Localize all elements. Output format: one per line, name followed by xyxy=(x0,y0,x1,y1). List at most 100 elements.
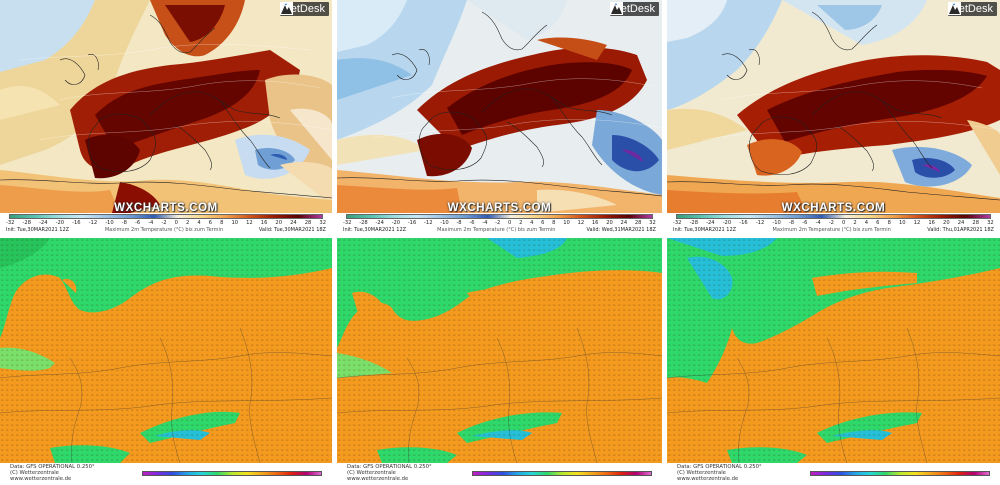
metdesk-logo-icon xyxy=(947,2,961,15)
colorbar-tick: -28 xyxy=(22,220,32,226)
colorbar-ticks: -32 -28 -24 -20 -16 -12 -10 -8 -6 -4 -2 0 2 4 6 8 10 12 16… xyxy=(673,220,994,226)
colorbar-tick: -32 xyxy=(343,220,352,226)
colorbar-tick: -10 xyxy=(440,220,449,226)
temperature-map-day-2: MetDesk WXCHARTS.COM -32 -28 -24 -20 -16 -12-… xyxy=(337,0,662,233)
colorbar-tick: -20 xyxy=(391,220,401,226)
init-time: Init: Tue,30MAR2021 12Z xyxy=(673,227,737,233)
wxcharts-watermark: WXCHARTS.COM xyxy=(114,202,218,214)
colorbar-tick: -28 xyxy=(359,220,368,226)
temperature-colorbar xyxy=(676,214,991,219)
colorbar-tick: 32 xyxy=(319,220,326,226)
colorbar-tick: 12 xyxy=(577,220,585,226)
grid-map-canvas xyxy=(337,238,662,463)
colorbar-tick: -16 xyxy=(72,220,81,226)
colorbar-tick: 16 xyxy=(260,220,268,226)
footer-copyright: (C) Wetterzentrale xyxy=(347,470,396,477)
colorbar-tick: 0 xyxy=(842,220,846,226)
wxcharts-watermark: WXCHARTS.COM xyxy=(447,202,552,214)
map-footer: Data: GFS OPERATIONAL 0.250° (C) Wetterz… xyxy=(337,463,662,485)
colorbar-tick: 10 xyxy=(231,220,239,226)
temperature-map-day-3: MetDesk WXCHARTS.COM -32 -28 -24 -20 -16 -12-… xyxy=(667,0,1000,233)
colorbar-tick: 4 xyxy=(197,220,201,226)
footer-credits: Data: GFS OPERATIONAL 0.250° (C) Wetterz… xyxy=(677,464,762,483)
footer-data-source: Data: GFS OPERATIONAL 0.250° xyxy=(347,464,432,470)
colorbar-tick: -24 xyxy=(706,220,715,226)
colorbar-tick: -32 xyxy=(673,220,682,226)
colorbar-tick: 8 xyxy=(887,220,891,226)
colorbar-tick: 28 xyxy=(972,220,979,226)
colorbar-tick: -10 xyxy=(105,220,114,226)
colorbar-tick: 28 xyxy=(634,220,642,226)
colorbar-tick: -20 xyxy=(55,220,65,226)
colorbar-tick: 20 xyxy=(943,220,950,226)
footer-copyright: (C) Wetterzentrale xyxy=(10,470,59,477)
metdesk-logo-icon xyxy=(279,2,293,15)
colorbar-tick: -16 xyxy=(739,220,748,226)
valid-time: Valid: Wed,31MAR2021 18Z xyxy=(586,227,656,233)
colorbar-tick: 6 xyxy=(541,220,545,226)
colorbar-tick: 6 xyxy=(876,220,880,226)
map-title: Maximum 2m Temperature (°C) bis zum Term… xyxy=(772,227,891,233)
colorbar-tick: -4 xyxy=(482,220,488,226)
valid-time: Valid: Tue,30MAR2021 18Z xyxy=(258,227,326,233)
colorbar-tick: 4 xyxy=(530,220,534,226)
grid-temperature-map-day-3: Data: GFS OPERATIONAL 0.250° (C) Wetterz… xyxy=(667,238,1000,485)
colorbar-tick: 0 xyxy=(508,220,512,226)
colorbar-tick: 24 xyxy=(290,220,297,226)
init-time: Init: Tue,30MAR2021 12Z xyxy=(343,227,407,233)
colorbar-tick: -24 xyxy=(39,220,48,226)
colorbar-tick: -12 xyxy=(88,220,98,226)
grid-colorbar xyxy=(810,471,990,476)
colorbar-tick: 12 xyxy=(913,220,921,226)
colorbar-tick: 8 xyxy=(552,220,556,226)
temperature-map-canvas xyxy=(337,0,662,213)
colorbar-tick: 2 xyxy=(519,220,523,226)
colorbar-tick: 2 xyxy=(186,220,190,226)
colorbar-tick: -4 xyxy=(815,220,821,226)
colorbar-tick: 8 xyxy=(220,220,224,226)
map-info-line: Init: Tue,30MAR2021 12Z Maximum 2m Tempe… xyxy=(673,227,994,233)
colorbar-tick: -6 xyxy=(802,220,808,226)
colorbar-tick: -32 xyxy=(6,220,15,226)
grid-temperature-map-day-2: Data: GFS OPERATIONAL 0.250° (C) Wetterz… xyxy=(337,238,662,485)
footer-data-source: Data: GFS OPERATIONAL 0.250° xyxy=(677,464,762,470)
colorbar-tick: 16 xyxy=(591,220,599,226)
colorbar-tick: 2 xyxy=(853,220,857,226)
grid-temperature-map-day-1: Data: GFS OPERATIONAL 0.250° (C) Wetterz… xyxy=(0,238,332,485)
colorbar-tick: -8 xyxy=(788,220,795,226)
colorbar-tick: 12 xyxy=(246,220,253,226)
colorbar-tick: 16 xyxy=(928,220,935,226)
colorbar-ticks: -32 -28 -24 -20 -16 -12 -10 -8 -6 -4 -2 0 2 4 6 8 10 12 16… xyxy=(343,220,656,226)
wxcharts-watermark: WXCHARTS.COM xyxy=(781,202,886,214)
map-footer: Data: GFS OPERATIONAL 0.250° (C) Wetterz… xyxy=(0,463,332,485)
colorbar-tick: 10 xyxy=(563,220,570,226)
map-footer: Data: GFS OPERATIONAL 0.250° (C) Wetterz… xyxy=(667,463,1000,485)
temperature-colorbar xyxy=(346,214,653,219)
map-info-line: Init: Tue,30MAR2021 12Z Maximum 2m Tempe… xyxy=(343,227,656,233)
colorbar-tick: 24 xyxy=(620,220,628,226)
grid-map-canvas xyxy=(667,238,1000,463)
footer-data-source: Data: GFS OPERATIONAL 0.250° xyxy=(10,464,95,470)
footer-website: www.wetterzentrale.de xyxy=(347,476,409,483)
colorbar-tick: -16 xyxy=(407,220,417,226)
temperature-map-canvas xyxy=(0,0,332,213)
metdesk-logo: MetDesk xyxy=(279,2,329,16)
metdesk-logo: MetDesk xyxy=(947,2,997,16)
map-title: Maximum 2m Temperature (°C) bis zum Term… xyxy=(437,227,556,233)
colorbar-tick: 20 xyxy=(606,220,613,226)
grid-colorbar xyxy=(142,471,322,476)
colorbar-tick: 6 xyxy=(208,220,213,226)
colorbar-tick: -4 xyxy=(148,220,154,226)
footer-credits: Data: GFS OPERATIONAL 0.250° (C) Wetterz… xyxy=(10,464,95,483)
grid-map-canvas xyxy=(0,238,332,463)
colorbar-tick: -2 xyxy=(828,220,834,226)
colorbar-tick: -6 xyxy=(134,220,141,226)
footer-website: www.wetterzentrale.de xyxy=(677,476,739,483)
colorbar-tick: -8 xyxy=(456,220,462,226)
colorbar-tick: -2 xyxy=(161,220,167,226)
colorbar-tick: -8 xyxy=(121,220,127,226)
colorbar-tick: -2 xyxy=(495,220,501,226)
colorbar-tick: -12 xyxy=(755,220,765,226)
colorbar-tick: -12 xyxy=(424,220,433,226)
colorbar-tick: 0 xyxy=(174,220,178,226)
